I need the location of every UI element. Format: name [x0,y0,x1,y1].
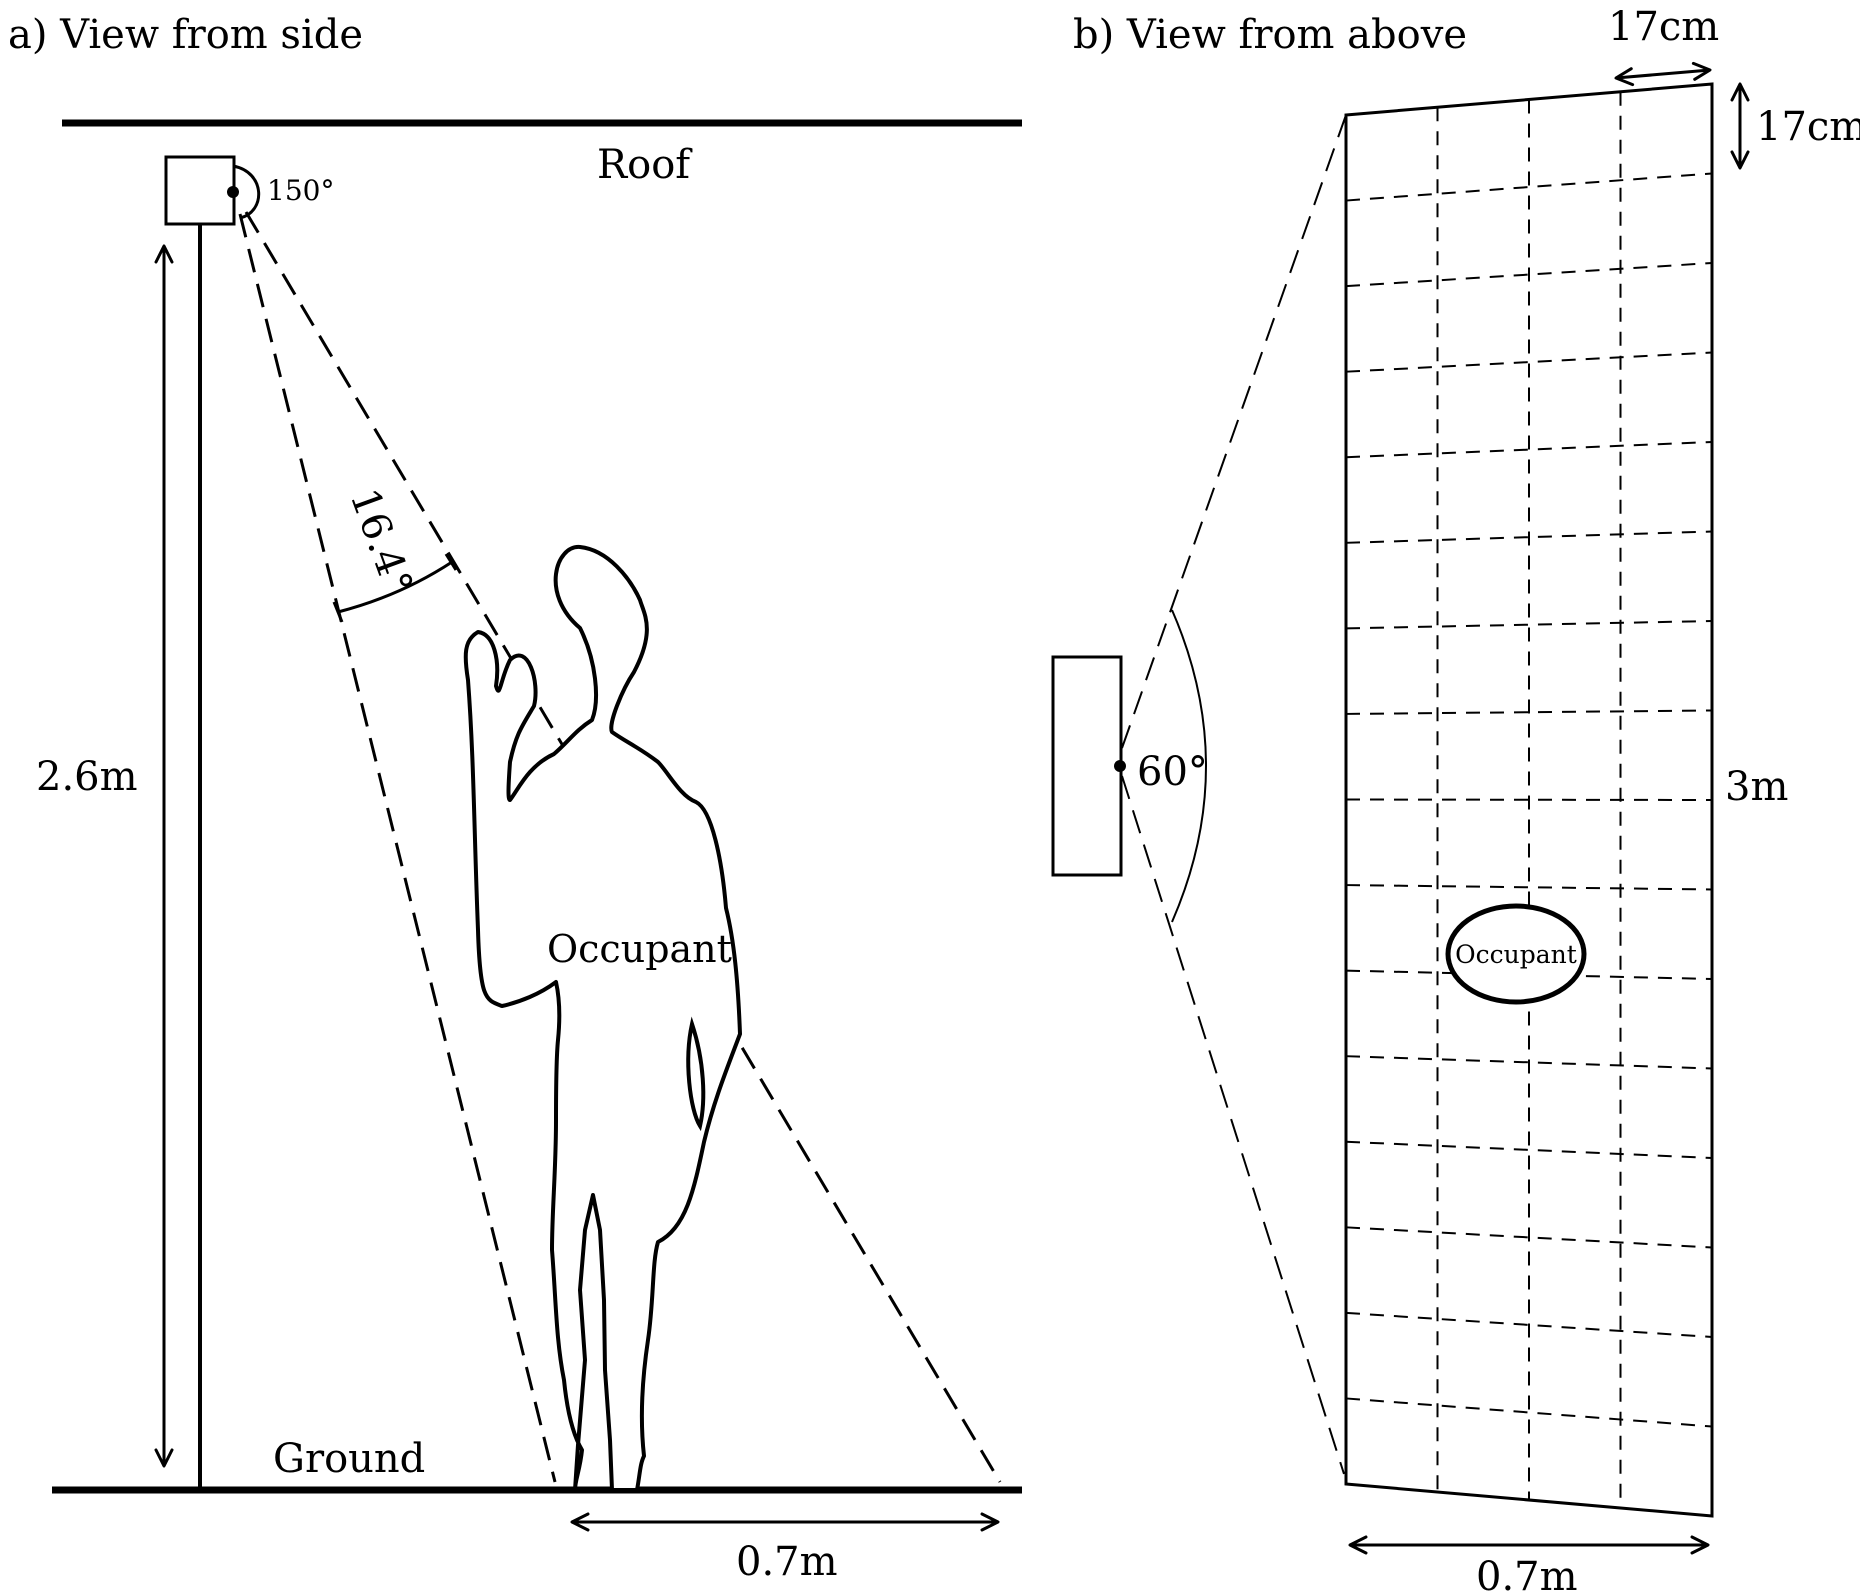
occupant-silhouette [463,545,742,1492]
floor-width-label: 0.7m [736,1539,838,1585]
cell-width-label: 17cm [1608,4,1719,50]
area-width-label: 0.7m [1476,1554,1578,1592]
cell-width-arrow [1614,61,1712,87]
top-fov-line-upper [1121,114,1347,749]
cell-height-label: 17cm [1756,104,1860,150]
grid-row-line [1345,530,1713,544]
grid-row-line [1345,1140,1713,1159]
grid-row-line [1345,1226,1713,1249]
occupant-top-label: Occupant [1455,940,1577,969]
grid-row-line [1345,620,1713,630]
panel-a-title: a) View from side [8,12,363,58]
side-sensor-box [164,155,236,226]
panel-b-title: b) View from above [1073,12,1467,58]
top-fov-angle-label: 60° [1137,749,1208,795]
grid-row-line [1345,262,1713,288]
fov-arc-tick-left [332,601,344,623]
grid-row-line [1345,884,1713,891]
occupant-top-ellipse [1445,903,1587,1005]
panel-top-view: b) View from above 17cm 17cm 60° Occupan… [1051,4,1860,1592]
panel-side-view: a) View from side Roof Ground 150° 2.6m … [8,12,1022,1585]
top-fov-angle-arc [1171,609,1207,923]
top-sensor-box [1051,655,1123,877]
fov-arc-tick-right [444,553,458,571]
monitored-area-outline [1344,82,1714,1518]
grid-row-line [1345,798,1713,801]
sensor-tilt-angle: 150° [267,174,334,207]
roof-label: Roof [597,142,693,188]
grid-row-line [1345,969,1713,980]
side-sensor-lens [227,186,239,198]
top-fov-line-lower [1121,775,1345,1475]
grid-row-line [1345,709,1713,715]
area-length-label: 3m [1725,764,1788,810]
height-label: 2.6m [36,754,138,800]
top-sensor-lens [1114,760,1126,772]
grid-row-line [1345,441,1713,459]
sensor-grid [1345,91,1713,1508]
grid-row-line [1345,1311,1713,1338]
fov-angle-label: 16.4° [341,483,422,601]
ground-label: Ground [273,1436,425,1482]
fov-line-near [238,213,557,1483]
grid-row-line [1345,172,1713,202]
occupant-side-label: Occupant [547,927,732,971]
grid-row-line [1345,1397,1713,1428]
fov-angle-arc [337,560,453,614]
grid-row-line [1345,1055,1713,1070]
grid-row-line [1345,351,1713,373]
